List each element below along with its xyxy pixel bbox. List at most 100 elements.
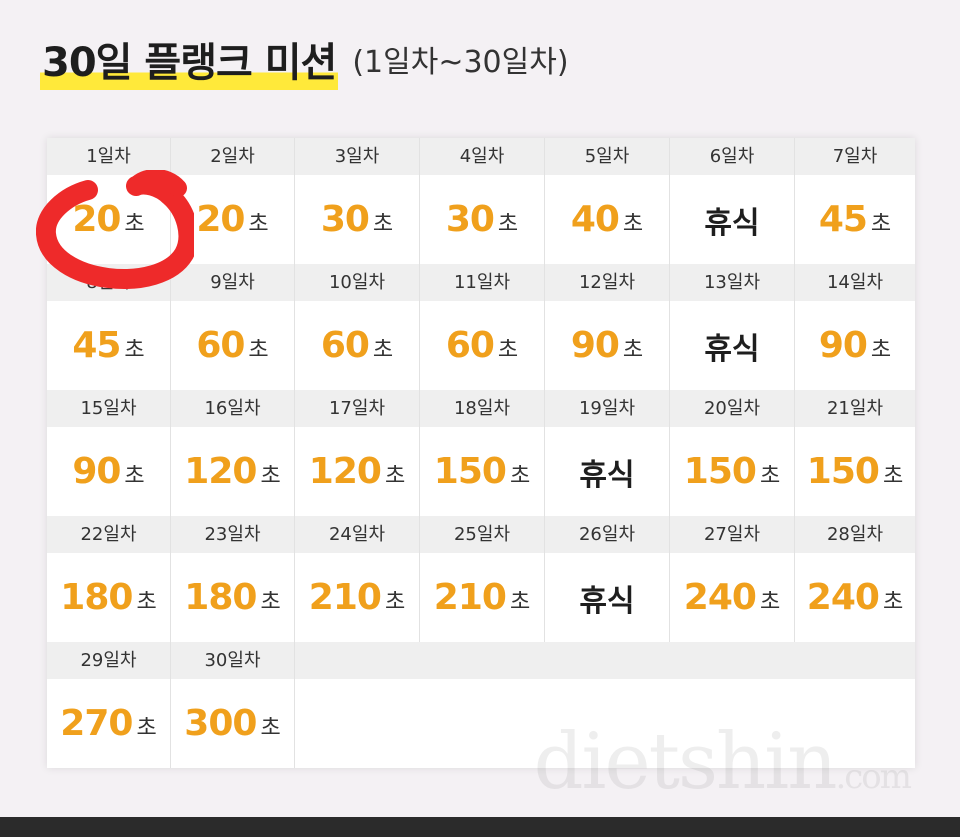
seconds-value: 240: [806, 577, 880, 618]
day-cell: 18일차 150 초: [420, 390, 545, 516]
day-value: 240 초: [795, 553, 915, 642]
seconds-unit: 초: [622, 337, 644, 363]
day-cell: 7일차 45 초: [795, 138, 915, 264]
day-label: 8일차: [47, 264, 170, 301]
rest-label: 휴식: [704, 205, 760, 241]
day-cell: 8일차 45 초: [47, 264, 171, 390]
rest-label: 휴식: [579, 457, 635, 493]
day-cell: 9일차 60 초: [171, 264, 295, 390]
rest-label: 휴식: [704, 331, 760, 367]
day-value: 60 초: [420, 301, 544, 390]
day-label: 26일차: [545, 516, 669, 553]
day-cell: 22일차 180 초: [47, 516, 171, 642]
day-label: 24일차: [295, 516, 419, 553]
day-cell: 17일차 120 초: [295, 390, 420, 516]
day-cell: 30일차 300 초: [171, 642, 295, 768]
seconds-value: 120: [308, 451, 382, 492]
day-label: 20일차: [670, 390, 794, 427]
seconds-unit: 초: [882, 589, 904, 615]
day-label: 5일차: [545, 138, 669, 175]
seconds-value: 30: [445, 199, 495, 240]
seconds-unit: 초: [870, 211, 892, 237]
day-cell: 25일차 210 초: [420, 516, 545, 642]
day-value: 90 초: [795, 301, 915, 390]
seconds-value: 90: [818, 325, 868, 366]
day-label: 29일차: [47, 642, 170, 679]
day-value: 150 초: [670, 427, 794, 516]
day-label: 19일차: [545, 390, 669, 427]
seconds-unit: 초: [509, 463, 531, 489]
day-value: 150 초: [420, 427, 544, 516]
day-cell: 14일차 90 초: [795, 264, 915, 390]
seconds-value: 30: [320, 199, 370, 240]
day-value: 60 초: [171, 301, 294, 390]
day-value: 150 초: [795, 427, 915, 516]
day-value: 180 초: [47, 553, 170, 642]
day-label: 12일차: [545, 264, 669, 301]
day-value: 휴식: [545, 427, 669, 516]
seconds-unit: 초: [759, 589, 781, 615]
day-cell: 2일차 20 초: [171, 138, 295, 264]
seconds-value: 20: [196, 199, 245, 240]
seconds-unit: 초: [870, 337, 892, 363]
day-value: 20 초: [47, 175, 170, 264]
seconds-value: 150: [806, 451, 880, 492]
day-value: 휴식: [670, 301, 794, 390]
day-cell: 4일차 30 초: [420, 138, 545, 264]
seconds-value: 150: [433, 451, 507, 492]
day-label: 18일차: [420, 390, 544, 427]
day-value: 45 초: [795, 175, 915, 264]
day-label: 7일차: [795, 138, 915, 175]
day-value: 120 초: [295, 427, 419, 516]
day-value: 90 초: [545, 301, 669, 390]
seconds-unit: 초: [124, 337, 145, 363]
day-label: 3일차: [295, 138, 419, 175]
seconds-value: 60: [196, 325, 245, 366]
page-title: 30일 플랭크 미션: [40, 36, 339, 90]
seconds-unit: 초: [384, 589, 406, 615]
seconds-value: 90: [72, 451, 121, 492]
day-label: 10일차: [295, 264, 419, 301]
day-label: 13일차: [670, 264, 794, 301]
day-value: 45 초: [47, 301, 170, 390]
day-label: 1일차: [47, 138, 170, 175]
day-label: 6일차: [670, 138, 794, 175]
day-cell: 20일차 150 초: [670, 390, 795, 516]
day-label: 21일차: [795, 390, 915, 427]
day-value: 210 초: [420, 553, 544, 642]
day-value: 휴식: [670, 175, 794, 264]
day-label: 17일차: [295, 390, 419, 427]
seconds-unit: 초: [260, 715, 281, 741]
day-label: 11일차: [420, 264, 544, 301]
day-label: 16일차: [171, 390, 294, 427]
seconds-value: 45: [72, 325, 121, 366]
day-label: 25일차: [420, 516, 544, 553]
day-value: 120 초: [171, 427, 294, 516]
seconds-unit: 초: [248, 211, 269, 237]
seconds-value: 150: [683, 451, 757, 492]
day-value: 휴식: [545, 553, 669, 642]
day-cell: 27일차 240 초: [670, 516, 795, 642]
day-value: 210 초: [295, 553, 419, 642]
page-subtitle: (1일차~30일차): [352, 45, 569, 80]
day-cell: 11일차 60 초: [420, 264, 545, 390]
seconds-value: 210: [308, 577, 382, 618]
day-value: 40 초: [545, 175, 669, 264]
day-value: 60 초: [295, 301, 419, 390]
seconds-value: 240: [683, 577, 757, 618]
bottom-bar: [0, 817, 960, 837]
day-value: 180 초: [171, 553, 294, 642]
day-label: 9일차: [171, 264, 294, 301]
day-cell: 28일차 240 초: [795, 516, 915, 642]
seconds-value: 20: [72, 199, 121, 240]
seconds-unit: 초: [497, 211, 519, 237]
seconds-value: 60: [320, 325, 370, 366]
seconds-unit: 초: [372, 337, 394, 363]
seconds-unit: 초: [136, 715, 157, 741]
day-cell: 21일차 150 초: [795, 390, 915, 516]
day-label: 27일차: [670, 516, 794, 553]
day-value: 270 초: [47, 679, 170, 768]
